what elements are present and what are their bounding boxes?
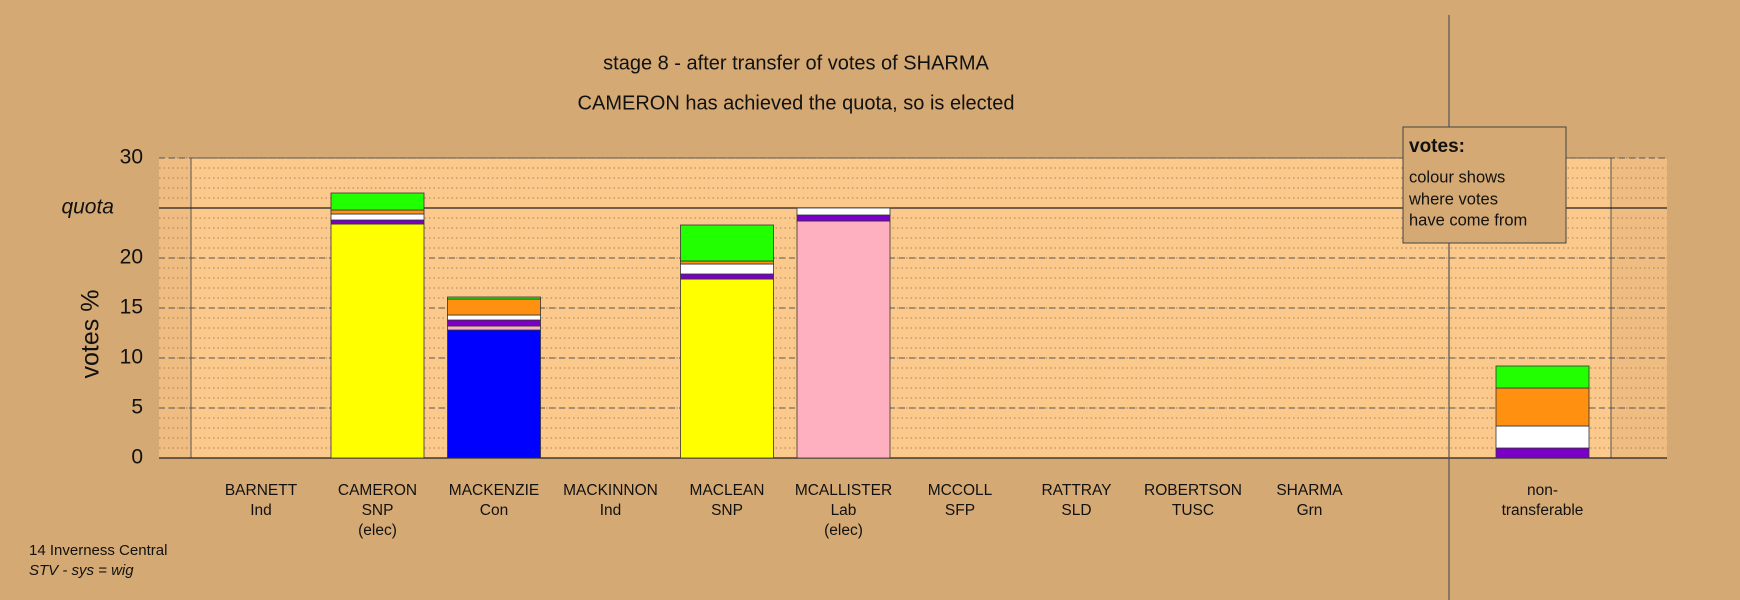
bar-segment [680,278,774,459]
x-tick-label: Lab [831,502,857,519]
bar-segment [680,263,774,275]
chart-title: stage 8 - after transfer of votes of SHA… [603,52,989,74]
y-tick-label: 10 [120,346,143,369]
x-tick-label: non- [1527,482,1558,499]
bar-segment [680,224,774,262]
x-tick-label: MCALLISTER [795,482,892,499]
y-tick-label: 5 [131,396,143,419]
y-axis-label: votes % [77,290,105,379]
x-tick-label: MCCOLL [928,482,993,499]
x-tick-label: SFP [945,502,975,519]
footer: STV - sys = wig [29,562,134,579]
x-tick-label: Con [480,502,508,519]
x-tick-label: CAMERON [338,482,417,499]
annotation-line: colour shows [1409,168,1505,186]
y-tick-label: quota [61,196,114,219]
labels: BARNETT Ind CAMERON SNP (elec) MACKENZIE Con MA… [225,482,1584,539]
x-tick-label: ROBERTSON [1144,482,1242,499]
x-tick-label: transferable [1502,502,1584,519]
bar-segment [447,329,541,459]
bar-segment [330,209,425,215]
bar-segment [447,325,541,331]
bar-segment [330,192,425,211]
bar-segment [330,219,425,225]
bar-segment [1495,425,1590,449]
bars [330,192,1590,459]
annotation-line: where votes [1408,190,1498,208]
x-tick-label: Grn [1297,502,1323,519]
x-tick-label: SNP [362,502,394,519]
bar-segment [330,213,425,221]
footer: 14 Inverness Central [29,542,167,559]
y-tick-label: 15 [120,296,143,319]
y-tick-label: 20 [120,246,143,269]
x-tick-label: MACKENZIE [449,482,539,499]
bar-segment [447,314,541,321]
x-tick-label: MACLEAN [690,482,765,499]
bar-segment [1495,387,1590,427]
annotation-line: have come from [1409,211,1527,229]
y-tick-label: 30 [120,146,143,169]
bar-segment [447,296,541,300]
bar-segment [447,319,541,327]
annotation-title: votes: [1409,136,1465,157]
x-tick-label: (elec) [824,522,863,539]
bar-segment [796,214,891,222]
x-tick-label: TUSC [1172,502,1214,519]
chart-subtitle: CAMERON has achieved the quota, so is el… [578,92,1015,114]
x-tick-label: (elec) [358,522,397,539]
x-tick-label: RATTRAY [1041,482,1111,499]
bar-segment [796,220,891,459]
x-tick-label: MACKINNON [563,482,658,499]
bar-segment [680,260,774,265]
bar-segment [680,273,774,280]
x-tick-label: BARNETT [225,482,298,499]
x-tick-label: SLD [1061,502,1091,519]
bar-segment [447,298,541,316]
annotation-box [1402,126,1567,244]
x-tick-label: SNP [711,502,743,519]
x-tick-label: SHARMA [1276,482,1343,499]
bar-segment [330,223,425,459]
bar-segment [796,207,891,216]
bar-segment [1495,447,1590,459]
bar-segment [1495,365,1590,389]
x-tick-label: Ind [250,502,272,519]
x-tick-label: Ind [600,502,622,519]
y-tick-label: 0 [131,446,143,469]
